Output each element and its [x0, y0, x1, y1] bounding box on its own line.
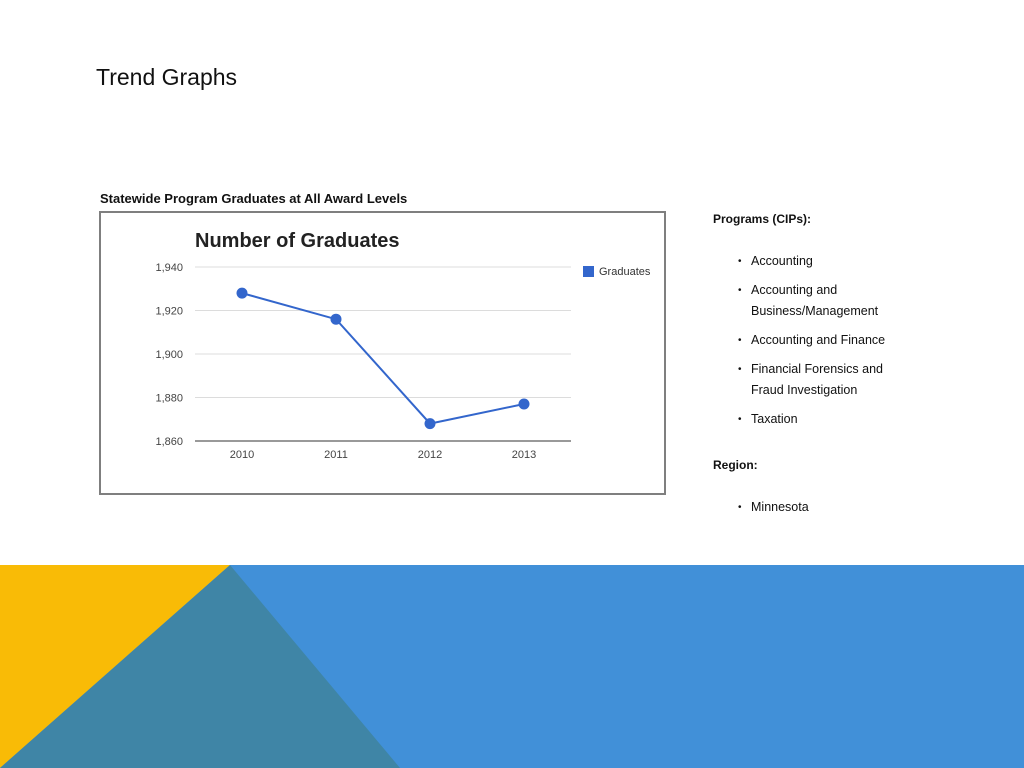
x-tick-label: 2010: [230, 449, 254, 461]
chart-title: Number of Graduates: [195, 230, 399, 252]
program-item: Accounting: [713, 251, 901, 272]
filter-panel: Programs (CIPs): Accounting Accounting a…: [713, 212, 1013, 518]
data-point: [518, 398, 530, 410]
y-tick-label: 1,900: [155, 349, 183, 361]
program-item: Financial Forensics and Fraud Investigat…: [713, 359, 901, 401]
x-tick-label: 2013: [512, 449, 536, 461]
decorative-footer: [0, 565, 1024, 768]
x-tick-label: 2012: [418, 449, 442, 461]
programs-list: Accounting Accounting and Business/Manag…: [713, 251, 1013, 430]
chart-frame: Number of Graduates 1,860 1,880 1,900 1,920…: [99, 211, 666, 495]
data-point: [424, 418, 436, 430]
y-tick-label: 1,920: [155, 306, 183, 318]
line-chart: Number of Graduates 1,860 1,880 1,900 1,920…: [155, 230, 651, 461]
series-line: [241, 292, 525, 425]
y-tick-label: 1,880: [155, 393, 183, 405]
legend-label: Graduates: [599, 266, 651, 278]
x-tick-label: 2011: [324, 449, 348, 461]
chart-caption: Statewide Program Graduates at All Award…: [100, 191, 408, 206]
decor-teal-triangle: [0, 565, 400, 768]
region-heading: Region:: [713, 458, 758, 472]
slide-title: Trend Graphs: [96, 64, 238, 90]
region-list: Minnesota: [713, 497, 1013, 518]
region-item: Minnesota: [713, 497, 901, 518]
programs-heading: Programs (CIPs):: [713, 212, 812, 226]
program-item: Accounting and Finance: [713, 330, 901, 351]
program-item: Accounting and Business/Management: [713, 280, 901, 322]
program-item: Taxation: [713, 409, 901, 430]
y-tick-label: 1,860: [155, 436, 183, 448]
data-point: [330, 313, 342, 325]
y-tick-label: 1,940: [155, 262, 183, 274]
data-point: [236, 287, 248, 299]
legend-swatch: [583, 266, 594, 277]
